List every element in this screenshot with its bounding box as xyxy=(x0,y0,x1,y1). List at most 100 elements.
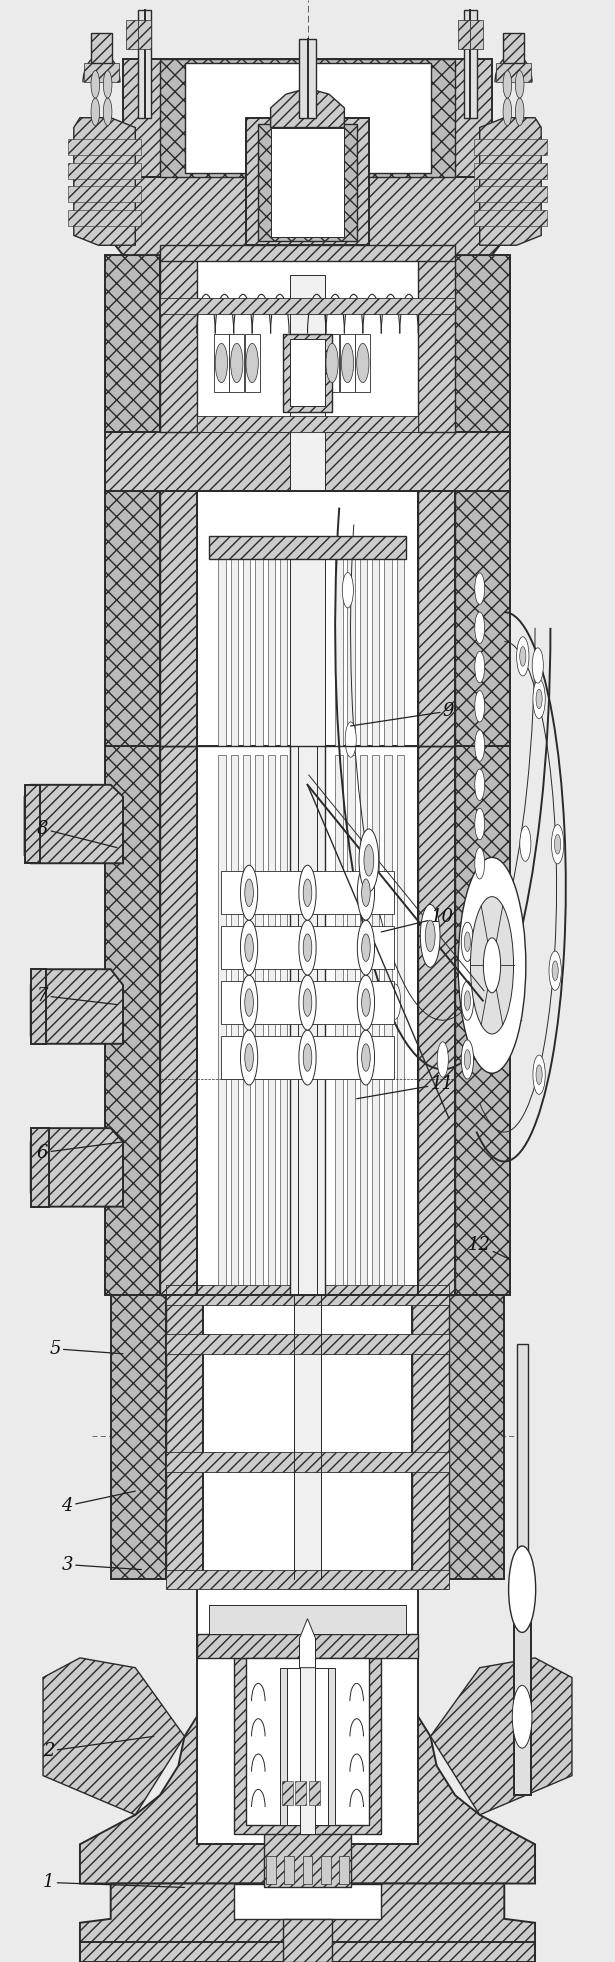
Bar xyxy=(290,339,325,406)
Bar xyxy=(258,124,357,241)
Bar xyxy=(418,255,455,432)
Circle shape xyxy=(240,920,258,975)
Bar xyxy=(287,1668,328,1825)
Circle shape xyxy=(503,98,512,126)
Bar xyxy=(111,1295,166,1579)
Circle shape xyxy=(552,961,558,981)
Circle shape xyxy=(303,879,312,906)
Bar xyxy=(243,559,250,746)
Bar xyxy=(300,1638,315,1834)
Circle shape xyxy=(517,638,529,677)
Circle shape xyxy=(470,897,514,1034)
Circle shape xyxy=(359,828,379,891)
Bar xyxy=(347,559,355,746)
Bar xyxy=(68,210,141,226)
Text: 8: 8 xyxy=(37,820,117,848)
Polygon shape xyxy=(74,118,135,245)
Bar xyxy=(290,559,325,746)
Bar xyxy=(160,490,197,746)
Circle shape xyxy=(475,651,485,683)
Bar xyxy=(384,559,392,746)
Bar xyxy=(474,186,547,202)
Circle shape xyxy=(240,975,258,1030)
Bar xyxy=(290,275,325,490)
Circle shape xyxy=(357,865,375,920)
Bar xyxy=(166,1285,449,1305)
Bar xyxy=(321,1856,331,1884)
Polygon shape xyxy=(271,88,344,128)
Circle shape xyxy=(533,679,546,718)
Circle shape xyxy=(91,98,100,126)
Polygon shape xyxy=(111,177,504,255)
Bar xyxy=(347,755,355,1285)
Polygon shape xyxy=(43,1658,184,1815)
Circle shape xyxy=(245,879,253,906)
Bar xyxy=(514,1560,531,1795)
Polygon shape xyxy=(234,1658,381,1834)
Bar xyxy=(105,255,160,432)
Bar xyxy=(280,559,287,746)
Circle shape xyxy=(515,98,524,126)
Bar xyxy=(283,1919,332,1962)
Bar xyxy=(503,33,524,63)
Bar xyxy=(246,118,369,245)
Bar xyxy=(221,871,394,914)
Bar xyxy=(474,163,547,179)
Bar xyxy=(280,1668,335,1825)
Circle shape xyxy=(362,934,370,961)
Bar xyxy=(294,1295,321,1579)
Bar xyxy=(214,334,229,392)
Bar xyxy=(234,1884,381,1919)
Bar xyxy=(160,245,455,261)
Circle shape xyxy=(552,824,564,863)
Bar xyxy=(335,559,343,746)
Bar xyxy=(372,559,379,746)
Bar xyxy=(105,746,160,1295)
Circle shape xyxy=(475,612,485,644)
Circle shape xyxy=(345,722,356,757)
Circle shape xyxy=(240,865,258,920)
Circle shape xyxy=(215,343,228,383)
Circle shape xyxy=(231,343,243,383)
Bar xyxy=(209,536,406,559)
Text: 9: 9 xyxy=(351,702,454,726)
Circle shape xyxy=(485,985,496,1020)
Bar xyxy=(412,1295,449,1579)
Bar xyxy=(496,63,531,82)
Bar xyxy=(264,1833,351,1887)
Polygon shape xyxy=(80,1884,535,1962)
Circle shape xyxy=(437,1042,448,1077)
Bar xyxy=(105,432,510,490)
Text: 7: 7 xyxy=(37,987,117,1005)
Bar xyxy=(68,163,141,179)
Text: 1: 1 xyxy=(43,1874,184,1891)
Bar xyxy=(295,1781,306,1805)
Bar xyxy=(397,755,404,1285)
Circle shape xyxy=(533,1056,546,1095)
Circle shape xyxy=(503,71,512,98)
Bar xyxy=(325,334,339,392)
Bar xyxy=(91,33,112,63)
Polygon shape xyxy=(430,1658,572,1815)
Bar xyxy=(455,746,510,1295)
Circle shape xyxy=(362,989,370,1016)
Bar xyxy=(384,755,392,1285)
Bar xyxy=(197,416,418,432)
Bar xyxy=(517,1344,528,1579)
Bar xyxy=(339,1856,349,1884)
Bar xyxy=(126,20,138,49)
Circle shape xyxy=(461,1040,474,1079)
Bar xyxy=(255,755,263,1285)
Bar xyxy=(282,1781,293,1805)
Bar xyxy=(360,755,367,1285)
Circle shape xyxy=(389,985,401,1020)
Bar xyxy=(474,139,547,155)
Bar xyxy=(299,39,316,118)
Bar xyxy=(231,559,238,746)
Bar xyxy=(218,755,226,1285)
Circle shape xyxy=(464,991,470,1010)
Bar xyxy=(221,1036,394,1079)
Circle shape xyxy=(359,857,370,893)
Bar xyxy=(25,785,40,863)
Bar xyxy=(160,255,455,432)
